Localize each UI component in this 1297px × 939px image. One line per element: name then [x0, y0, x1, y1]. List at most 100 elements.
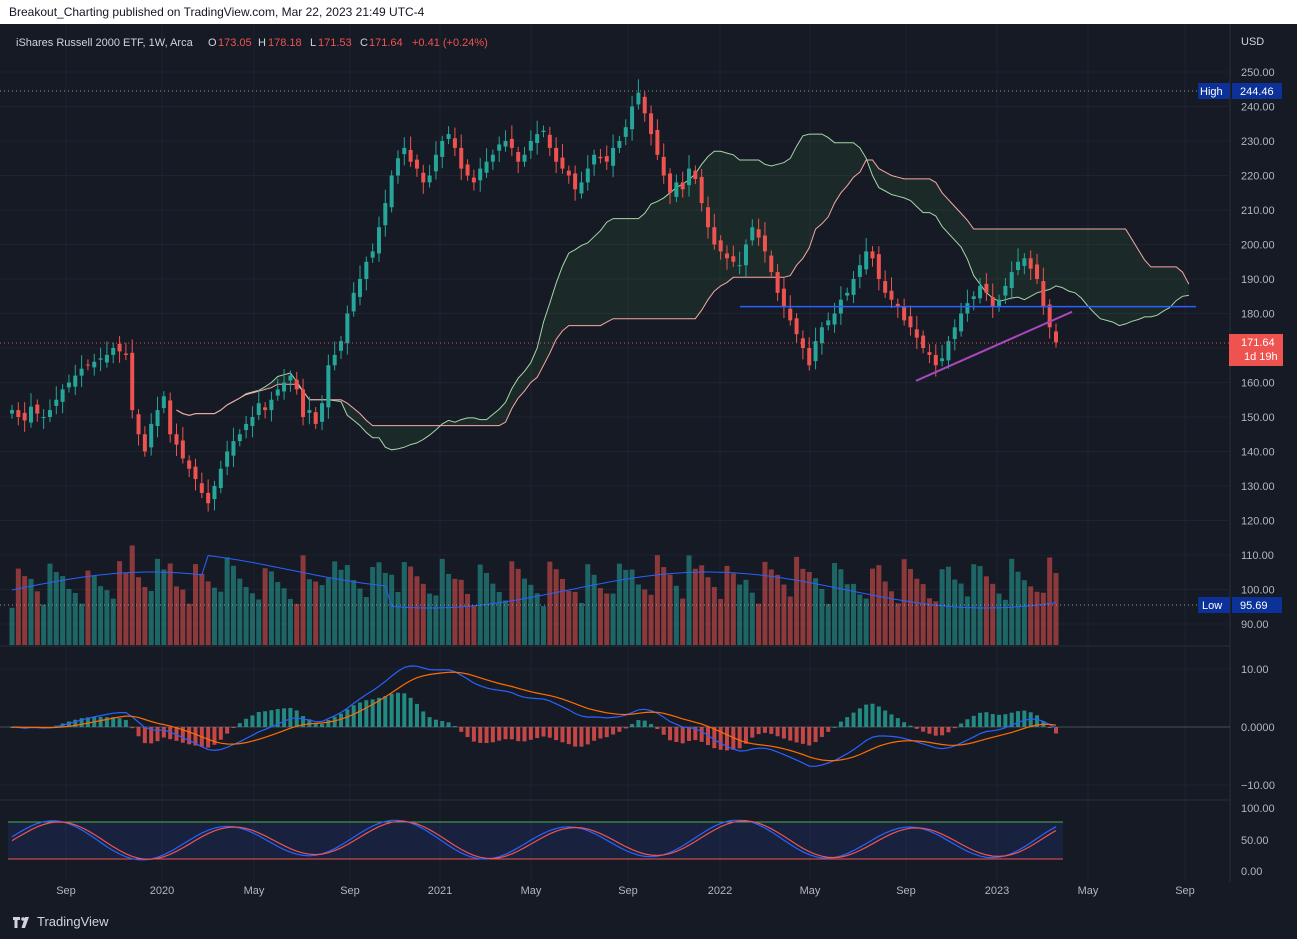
volume-bar [604, 593, 610, 645]
candle-body [73, 375, 78, 387]
candle-body [395, 158, 400, 176]
candle-body [737, 265, 742, 267]
volume-bar [762, 561, 768, 645]
macd-histogram-bar [642, 720, 647, 727]
macd-histogram-bar [750, 727, 755, 738]
chart-canvas[interactable]: 250.00 240.00 230.00 220.00 210.00 200.00 190.… [0, 24, 1297, 906]
volume-bar [268, 571, 274, 645]
volume-bar [540, 606, 546, 645]
macd-histogram-bar [756, 727, 761, 735]
macd-histogram-bar [522, 727, 527, 742]
volume-bar [711, 587, 717, 645]
candle-body [997, 299, 1002, 307]
volume-bar [851, 583, 857, 645]
macd-histogram-bar [1047, 727, 1052, 728]
volume-bar [572, 591, 578, 645]
candle-body [813, 341, 818, 362]
macd-histogram-bar [908, 725, 913, 727]
volume-bar [376, 562, 382, 645]
macd-histogram-bar [857, 708, 862, 727]
macd-histogram-bar [547, 727, 552, 738]
time-tick-label: Sep [1175, 885, 1195, 897]
volume-bar [363, 597, 369, 645]
volume-bar [578, 602, 584, 645]
volume-bar [129, 545, 135, 645]
volume-bar [680, 598, 686, 645]
low-badge [1198, 597, 1230, 613]
volume-bar [882, 581, 888, 645]
price-tick-label: 150.00 [1241, 412, 1275, 424]
candle-body [940, 358, 945, 362]
tradingview-logo[interactable]: TradingView [12, 914, 109, 929]
macd-histogram-bar [79, 718, 84, 727]
macd-histogram-bar [187, 727, 192, 745]
candle-body [1009, 272, 1014, 288]
macd-histogram-bar [623, 727, 628, 729]
macd-histogram-bar [788, 727, 793, 741]
volume-bar [60, 576, 66, 645]
macd-histogram-bar [364, 700, 369, 727]
rsi-tick-label: 100.00 [1241, 803, 1275, 815]
volume-bar [148, 591, 154, 645]
volume-bar [1034, 591, 1040, 645]
volume-bar [161, 569, 167, 645]
volume-bar [610, 593, 616, 645]
volume-bar [370, 567, 376, 645]
macd-histogram-bar [832, 726, 837, 728]
candle-body [630, 106, 635, 130]
candle-body [231, 441, 236, 456]
macd-histogram-bar [775, 727, 780, 737]
candle-body [320, 403, 325, 422]
macd-histogram-bar [433, 719, 438, 727]
grid-lines [0, 24, 1231, 882]
volume-bar [888, 591, 894, 645]
price-tick-label: 250.00 [1241, 67, 1275, 79]
macd-histogram-bar [1016, 711, 1021, 727]
volume-bar [907, 568, 913, 645]
legend-symbol: iShares Russell 2000 ETF, 1W, Arca [16, 37, 194, 49]
candle-body [623, 127, 628, 137]
volume-bar [104, 590, 110, 645]
volume-bar [205, 581, 211, 645]
macd-tick-label: 10.00 [1241, 664, 1269, 676]
macd-histogram-bar [585, 727, 590, 745]
macd-histogram-bar [1003, 714, 1008, 727]
candle-body [301, 389, 306, 417]
macd-histogram-bar [117, 718, 122, 727]
candle-body [914, 329, 919, 338]
volume-bar [180, 589, 186, 645]
price-tick-label: 180.00 [1241, 309, 1275, 321]
time-tick-label: May [521, 885, 542, 897]
low-value-badge [1232, 597, 1282, 613]
candle-body [902, 306, 907, 321]
macd-histogram-bar [206, 727, 211, 748]
volume-bar [281, 588, 287, 645]
candle-body [908, 316, 913, 328]
volume-bar [863, 598, 869, 645]
candle-body [819, 327, 824, 344]
macd-histogram-bar [503, 727, 508, 740]
volume-bar [629, 569, 635, 645]
time-tick-label: Sep [340, 885, 360, 897]
macd-histogram-bar [1022, 710, 1027, 727]
volume-bar [775, 574, 781, 645]
volume-bar [300, 555, 306, 645]
volume-bar [484, 572, 490, 645]
volume-bar [167, 563, 173, 645]
price-candles [10, 79, 1058, 512]
candle-body [1016, 261, 1021, 271]
macd-histogram-bar [819, 727, 824, 737]
candle-body [471, 177, 476, 183]
macd-histogram-bar [560, 727, 565, 743]
macd-histogram-bar [497, 727, 502, 741]
volume-bar [825, 603, 831, 645]
macd-histogram-bar [490, 727, 495, 743]
candle-body [921, 335, 926, 348]
volume-bar [85, 570, 91, 645]
volume-bar [439, 558, 445, 645]
macd-histogram-bar [383, 696, 388, 727]
volume-bar [768, 569, 774, 645]
macd-histogram-bar [813, 727, 818, 743]
time-tick-label: 2022 [708, 885, 732, 897]
volume-bar [844, 584, 850, 645]
